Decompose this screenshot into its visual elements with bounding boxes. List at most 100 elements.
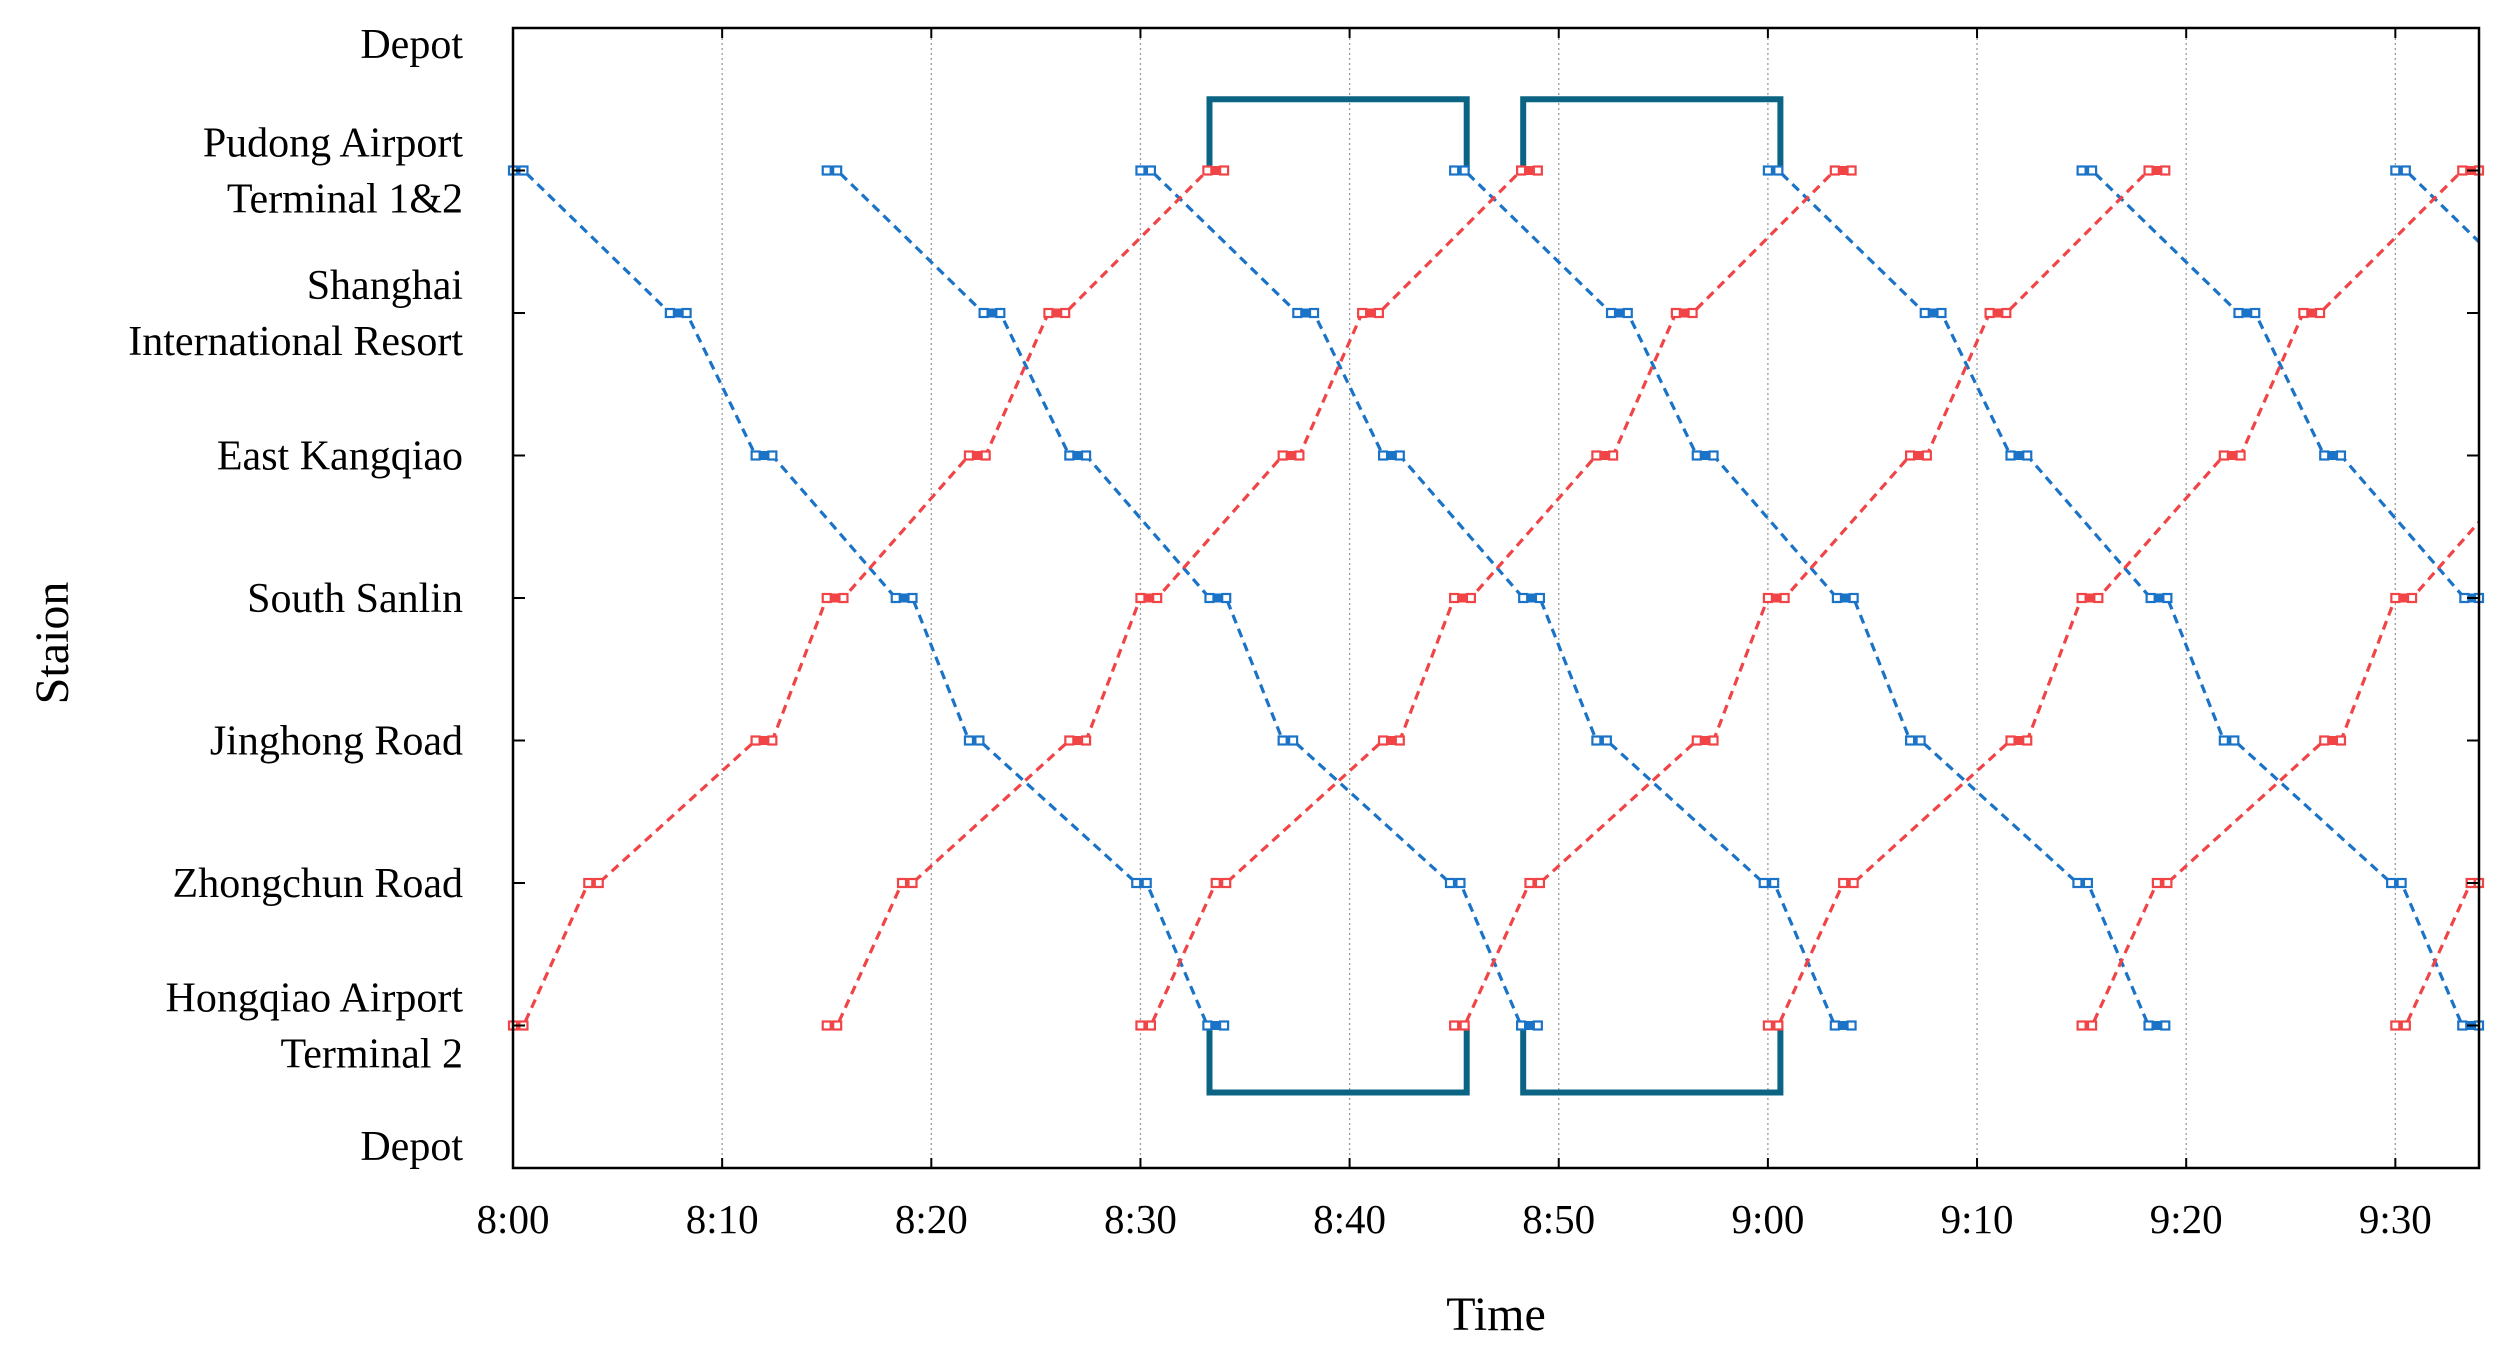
stop-marker-depart xyxy=(2314,307,2326,319)
stop-marker-depart xyxy=(2086,165,2098,176)
stop-marker-depart xyxy=(2162,592,2173,604)
depot-runs xyxy=(1206,96,1784,1096)
stop-marker-arrive xyxy=(978,307,989,319)
station-label-8: Depot xyxy=(360,1124,463,1170)
stop-marker-arrive xyxy=(1064,450,1075,461)
station-label-3: East Kangqiao xyxy=(217,434,463,480)
x-tick-label-8:30: 8:30 xyxy=(1104,1196,1177,1242)
depot-run-bottom-3 xyxy=(1520,1025,1784,1096)
stop-marker-depart xyxy=(832,1020,843,1031)
stop-marker-depart xyxy=(1846,165,1857,176)
stop-marker-depart xyxy=(2229,735,2240,746)
stop-marker-depart xyxy=(974,735,985,746)
stop-marker-depart xyxy=(2335,450,2347,461)
stop-marker-depart xyxy=(681,307,692,319)
stop-marker-depart xyxy=(1534,592,1546,604)
train-line xyxy=(1767,168,2479,1028)
stop-marker-depart xyxy=(1394,450,1405,461)
stop-marker-arrive xyxy=(2072,877,2083,889)
stop-marker-depart xyxy=(1532,1020,1543,1031)
train-path-down-5 xyxy=(2076,165,2485,604)
stop-marker-arrive xyxy=(2457,1020,2468,1031)
stop-marker-arrive xyxy=(963,735,975,746)
stop-marker-arrive xyxy=(1591,450,1602,461)
stop-marker-depart xyxy=(1141,877,1152,889)
station-label-5: Jinghong Road xyxy=(210,719,463,765)
stop-marker-depart xyxy=(980,450,991,461)
stop-marker-arrive xyxy=(1831,592,1843,604)
stop-marker-arrive xyxy=(2319,735,2330,746)
stop-marker-arrive xyxy=(2390,1020,2401,1031)
stop-marker-depart xyxy=(1455,877,1466,889)
stop-marker-depart xyxy=(2022,450,2033,461)
stop-marker-arrive xyxy=(1135,1020,1146,1031)
stop-marker-arrive xyxy=(1762,1020,1773,1031)
stop-marker-arrive xyxy=(1605,307,1617,319)
stop-marker-arrive xyxy=(1905,735,1916,746)
stop-marker-depart xyxy=(1848,592,1859,604)
stop-marker-arrive xyxy=(1043,307,1054,319)
stop-marker-arrive xyxy=(2218,735,2229,746)
stop-marker-depart xyxy=(1608,450,1619,461)
train-path-down-6 xyxy=(2390,165,2481,243)
stop-marker-depart xyxy=(2160,165,2171,176)
x-tick-label-8:50: 8:50 xyxy=(1522,1196,1595,1242)
train-path-up-13 xyxy=(2390,877,2485,1031)
stop-marker-arrive xyxy=(821,592,832,604)
stop-marker-depart xyxy=(2400,165,2411,176)
stop-marker-depart xyxy=(1221,877,1232,889)
stop-marker-depart xyxy=(2335,735,2347,746)
stop-marker-arrive xyxy=(2218,450,2229,461)
stop-marker-depart xyxy=(995,307,1006,319)
stop-marker-arrive xyxy=(821,1020,832,1031)
x-axis-title: Time xyxy=(1446,1288,1546,1341)
stop-marker-depart xyxy=(1622,307,1633,319)
stop-marker-depart xyxy=(1080,450,1092,461)
stop-marker-depart xyxy=(1152,592,1163,604)
train-line xyxy=(826,168,1538,1028)
stop-marker-depart xyxy=(1294,450,1305,461)
stop-marker-arrive xyxy=(1919,307,1930,319)
stop-marker-arrive xyxy=(1202,165,1213,176)
stop-marker-depart xyxy=(2001,307,2012,319)
stop-marker-depart xyxy=(2400,1020,2411,1031)
station-label-7: Hongqiao Airport Terminal 2 xyxy=(166,976,464,1078)
stop-marker-arrive xyxy=(1515,1020,1527,1031)
depot-run-top-0 xyxy=(1206,96,1470,171)
stop-marker-arrive xyxy=(1449,1020,1460,1031)
stop-marker-arrive xyxy=(1377,735,1389,746)
stop-marker-depart xyxy=(767,735,778,746)
stop-marker-depart xyxy=(1915,735,1926,746)
stop-marker-depart xyxy=(1773,165,1784,176)
stop-marker-arrive xyxy=(750,735,761,746)
stop-marker-depart xyxy=(1534,877,1546,889)
station-label-4: South Sanlin xyxy=(247,576,463,622)
stop-marker-depart xyxy=(767,450,778,461)
stop-marker-arrive xyxy=(1357,307,1368,319)
train-path-down-2 xyxy=(1135,165,1857,1031)
x-tick-label-9:20: 9:20 xyxy=(2150,1196,2223,1242)
stop-marker-arrive xyxy=(1449,165,1460,176)
train-line xyxy=(2395,168,2481,243)
stop-marker-arrive xyxy=(583,877,594,889)
stop-marker-arrive xyxy=(1064,735,1075,746)
stop-marker-depart xyxy=(838,592,849,604)
stop-marker-arrive xyxy=(1277,735,1288,746)
stop-marker-arrive xyxy=(2076,592,2087,604)
stop-marker-depart xyxy=(2235,450,2246,461)
station-label-2: Shanghai International Resort xyxy=(128,263,463,365)
stop-marker-arrive xyxy=(1762,592,1773,604)
station-label-6: Zhongchun Road xyxy=(173,861,463,907)
stop-marker-arrive xyxy=(1135,592,1146,604)
stop-marker-depart xyxy=(1145,165,1157,176)
stop-marker-arrive xyxy=(2076,165,2087,176)
stop-marker-arrive xyxy=(1670,307,1681,319)
x-tick-label-9:10: 9:10 xyxy=(1941,1196,2014,1242)
stop-marker-arrive xyxy=(2298,307,2309,319)
stop-marker-arrive xyxy=(1277,450,1288,461)
stop-marker-arrive xyxy=(1204,592,1215,604)
train-line xyxy=(513,168,1225,1028)
stop-marker-depart xyxy=(2093,592,2104,604)
